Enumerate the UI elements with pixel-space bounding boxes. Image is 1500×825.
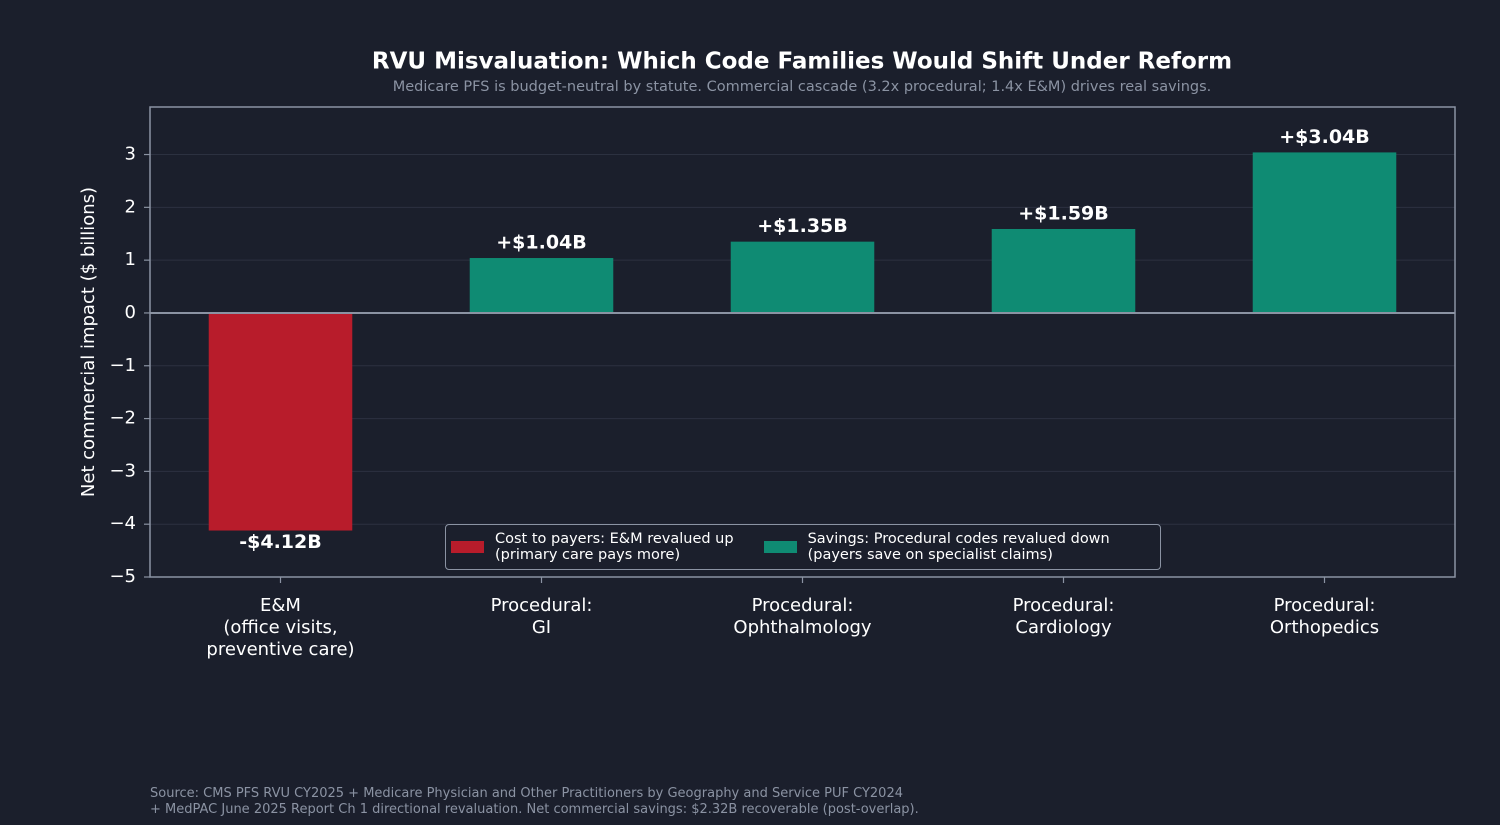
y-tick-label: −3 bbox=[109, 460, 136, 481]
value-label: -$4.12B bbox=[239, 531, 321, 553]
y-tick-label: 0 bbox=[125, 302, 136, 323]
bar bbox=[469, 258, 614, 313]
source-note: Source: CMS PFS RVU CY2025 + Medicare Ph… bbox=[150, 786, 919, 817]
chart-subtitle: Medicare PFS is budget-neutral by statut… bbox=[393, 79, 1212, 95]
bar bbox=[730, 241, 875, 313]
x-tick-label: E&M (office visits, preventive care) bbox=[206, 595, 355, 660]
y-tick-label: 1 bbox=[125, 249, 136, 270]
x-tick-label: Procedural: Ophthalmology bbox=[733, 595, 872, 638]
legend: Cost to payers: E&M revalued up (primary… bbox=[445, 524, 1161, 570]
value-label: +$3.04B bbox=[1279, 126, 1370, 148]
y-axis-label: Net commercial impact ($ billions) bbox=[78, 187, 99, 497]
y-tick-label: −1 bbox=[109, 355, 136, 376]
legend-swatch bbox=[763, 541, 797, 553]
labels: −5 −4 −3 −2 −1 0 1 2 3 -$4.12B +$1.04B +$1.35B +$1.5… bbox=[109, 126, 1455, 587]
x-tick-label: Procedural: Cardiology bbox=[1012, 595, 1115, 638]
legend-item: Cost to payers: E&M revalued up (primary… bbox=[451, 531, 734, 563]
bar bbox=[991, 228, 1136, 313]
y-tick-label: −4 bbox=[109, 513, 136, 534]
x-tick-label: Procedural: Orthopedics bbox=[1269, 595, 1380, 638]
bars bbox=[208, 152, 1397, 531]
legend-swatch bbox=[451, 541, 484, 553]
chart-title: RVU Misvaluation: Which Code Families Wo… bbox=[372, 49, 1232, 75]
y-tick-label: 3 bbox=[125, 144, 136, 165]
x-tick-label: Procedural: GI bbox=[490, 595, 593, 638]
y-tick-label: −5 bbox=[109, 566, 136, 587]
value-label: +$1.35B bbox=[757, 215, 848, 237]
bar bbox=[208, 312, 353, 531]
value-label: +$1.04B bbox=[496, 232, 587, 254]
y-tick-label: 2 bbox=[125, 196, 136, 217]
legend-item: Savings: Procedural codes revalued down … bbox=[763, 531, 1110, 563]
legend-label: Savings: Procedural codes revalued down … bbox=[807, 531, 1110, 563]
bar bbox=[1252, 152, 1397, 313]
legend-label: Cost to payers: E&M revalued up (primary… bbox=[495, 531, 734, 563]
y-tick-label: −2 bbox=[109, 408, 136, 429]
value-label: +$1.59B bbox=[1018, 202, 1109, 224]
